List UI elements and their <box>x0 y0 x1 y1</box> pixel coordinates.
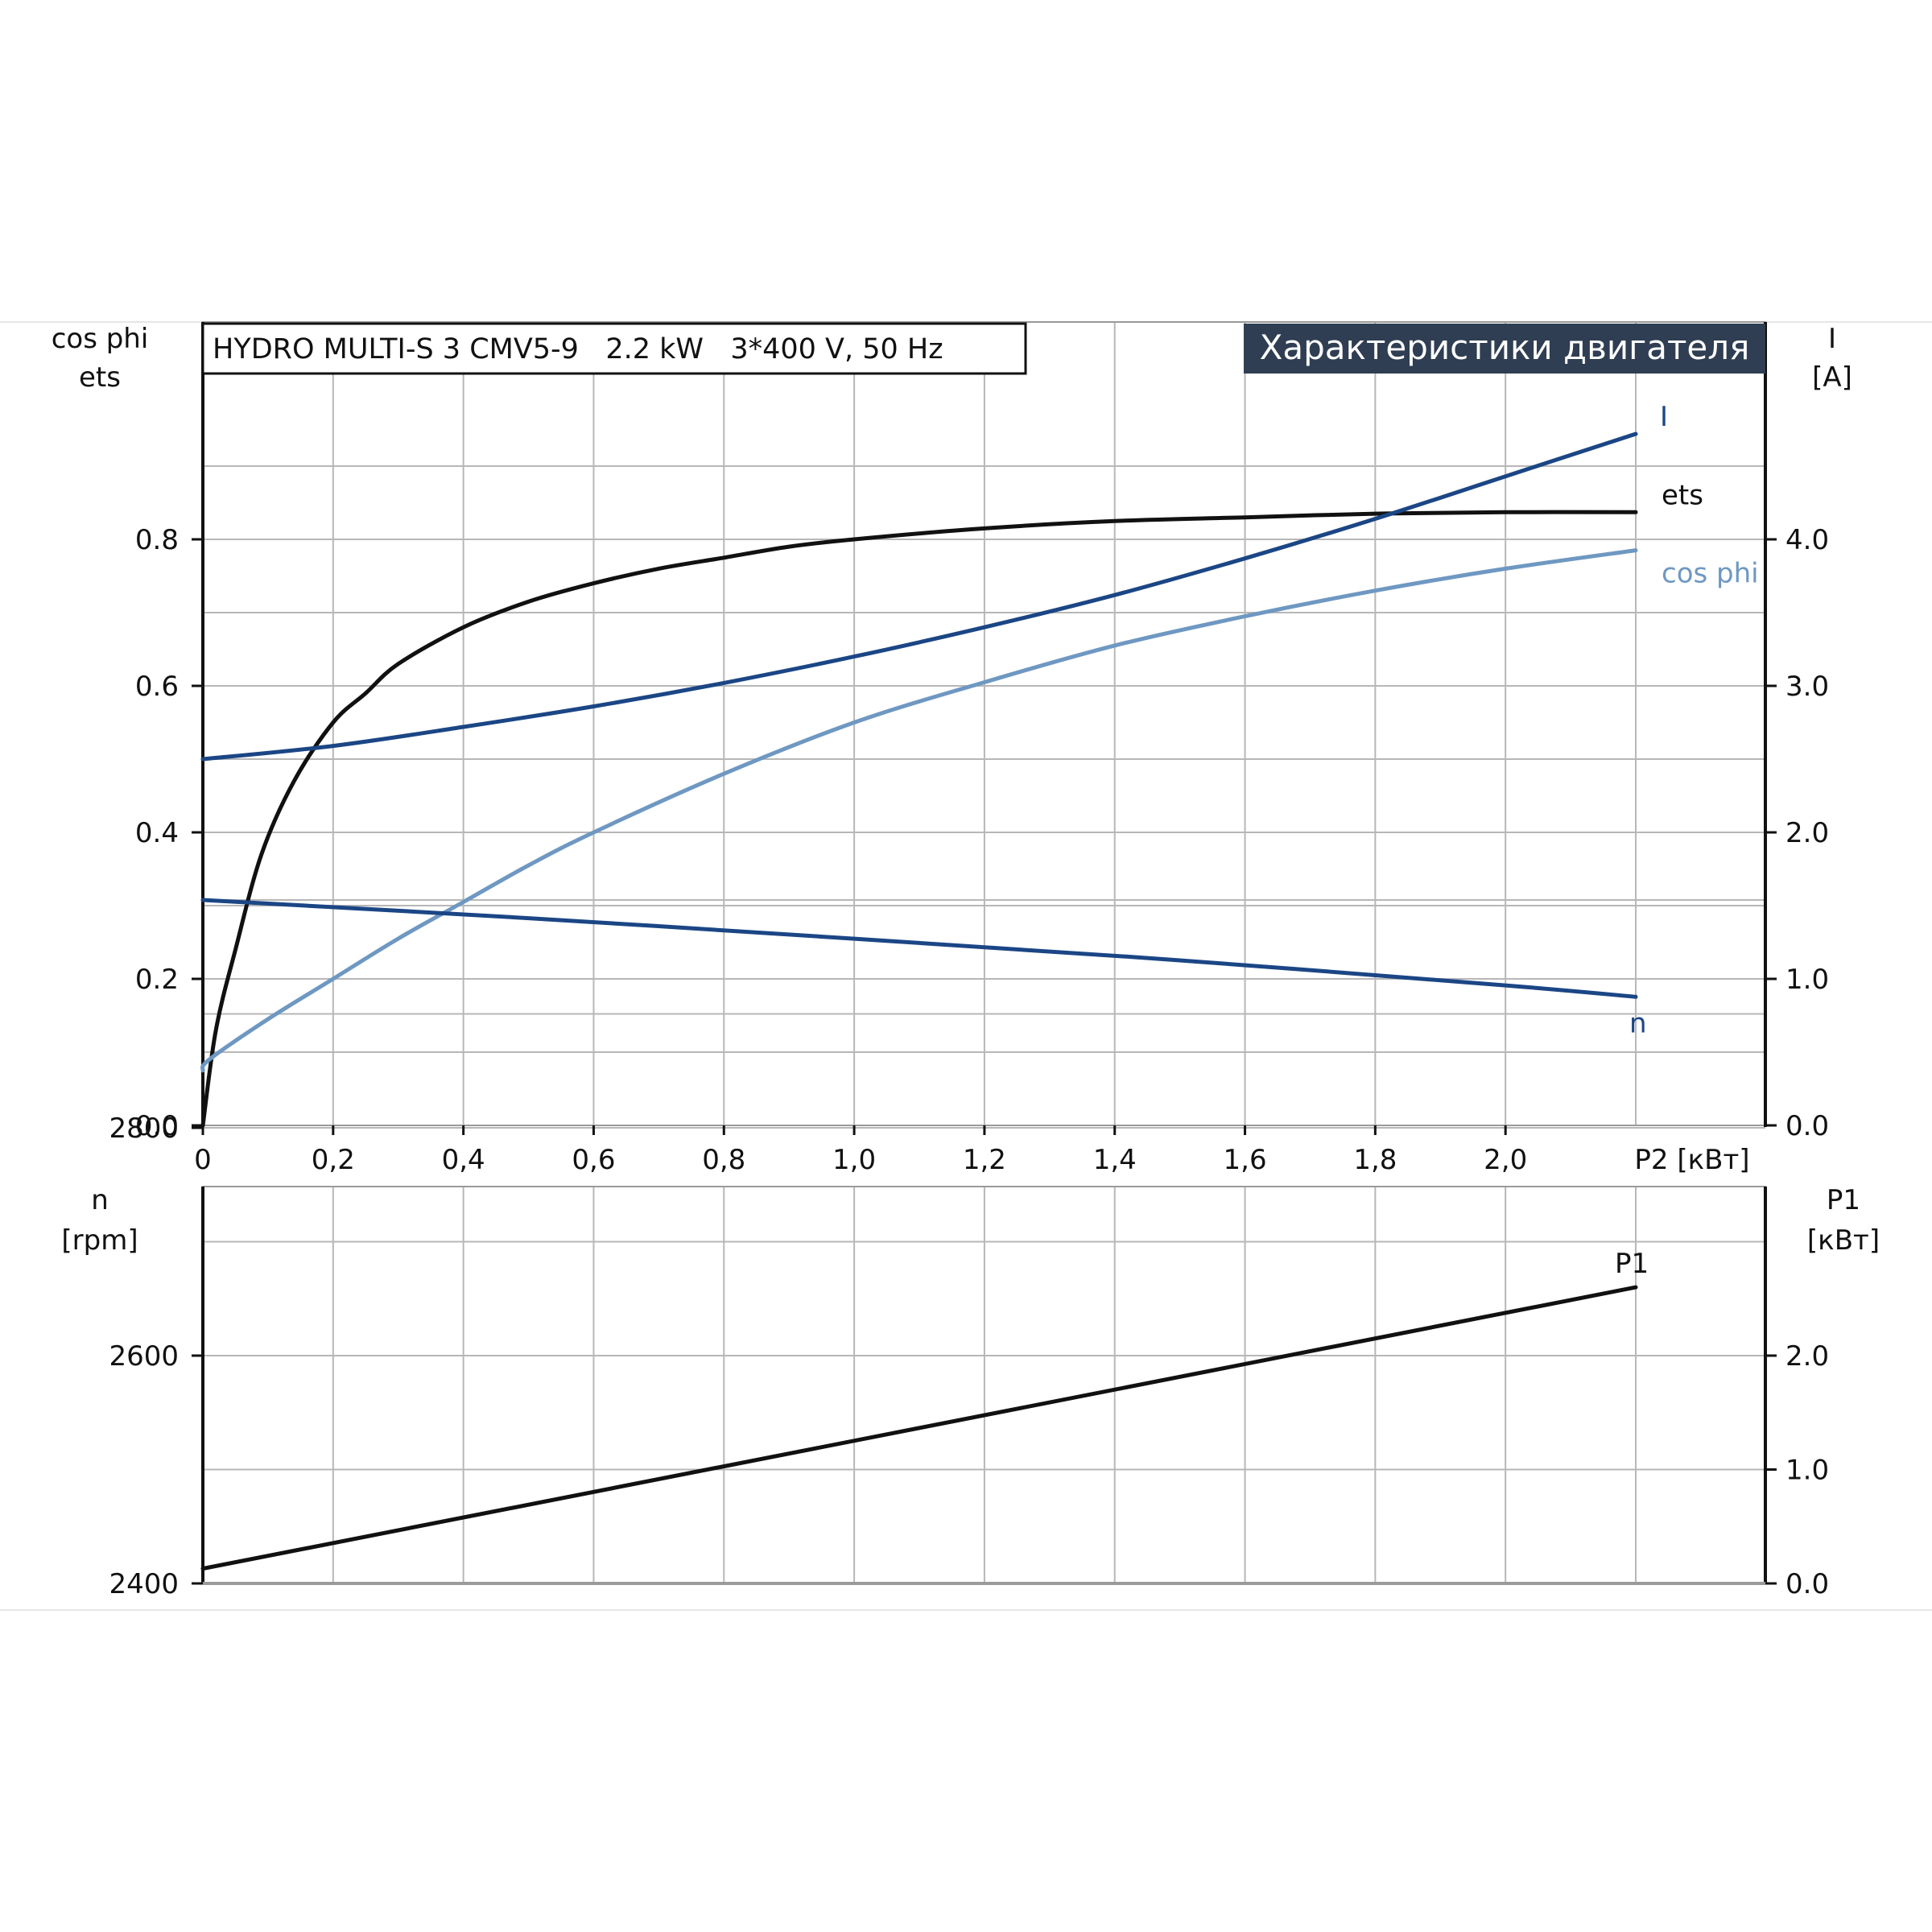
bottom-left-tick-label: 2800 <box>109 1113 179 1145</box>
cos-phi-series-label: cos phi <box>1662 558 1759 590</box>
x-axis-label: P2 [кВт] <box>1634 1144 1749 1176</box>
bottom-left-tick-label: 2400 <box>109 1568 179 1600</box>
x-tick-label: 0,6 <box>572 1144 615 1176</box>
top-right-tick-label: 0.0 <box>1785 1110 1829 1142</box>
x-tick-label: 1,8 <box>1353 1144 1397 1176</box>
x-tick-label: 2,0 <box>1484 1144 1527 1176</box>
top-right-tick-label: 2.0 <box>1785 817 1829 849</box>
bottom-left-tick-label: 2600 <box>109 1340 179 1373</box>
p1-curve <box>200 1285 1638 1571</box>
x-tick-label: 1,2 <box>963 1144 1006 1176</box>
axis-ticks: 0 0,2 0,4 0,6 0,8 1,0 1,2 1,4 1,6 1,8 2,0 0.0 0.2 0.4… <box>109 524 1829 1600</box>
ets-curve <box>200 510 1638 1128</box>
top-right-tick-label: 1.0 <box>1785 964 1829 996</box>
bottom-left-axis-title-2: [rpm] <box>61 1224 138 1257</box>
bottom-right-axis-title-1: P1 <box>1827 1184 1860 1216</box>
product-label: HYDRO MULTI-S 3 CMV5-9 2.2 kW 3*400 V, 5… <box>213 333 943 365</box>
top-left-axis-title-2: ets <box>79 361 121 394</box>
x-tick-label: 0 <box>194 1144 212 1176</box>
top-left-tick-label: 0.6 <box>135 671 179 703</box>
x-tick-label: 1,6 <box>1224 1144 1267 1176</box>
x-tick-label: 1,0 <box>832 1144 876 1176</box>
top-grid <box>203 322 1767 1125</box>
p1-series-label: P1 <box>1615 1248 1649 1280</box>
product-label-box <box>201 322 1027 375</box>
bottom-right-tick-label: 1.0 <box>1785 1455 1829 1487</box>
i-series-label: I <box>1660 401 1668 433</box>
n-curve <box>200 898 1638 999</box>
bottom-right-axis-title-2: [кВт] <box>1807 1224 1880 1257</box>
x-tick-label: 0,4 <box>442 1144 485 1176</box>
ets-series-label: ets <box>1662 479 1703 511</box>
top-left-tick-label: 0.4 <box>135 817 179 849</box>
bottom-right-tick-label: 2.0 <box>1785 1340 1829 1373</box>
top-right-axis-title-2: [A] <box>1812 361 1852 394</box>
cos-phi-curve <box>200 548 1638 1073</box>
top-left-tick-label: 0.8 <box>135 524 179 556</box>
top-right-tick-label: 4.0 <box>1785 524 1829 556</box>
n-series-label: n <box>1629 1007 1647 1039</box>
bottom-right-tick-label: 0.0 <box>1785 1568 1829 1600</box>
x-tick-label: 0,2 <box>312 1144 355 1176</box>
bottom-left-axis-title-1: n <box>91 1184 109 1216</box>
top-left-tick-label: 0.2 <box>135 964 179 996</box>
banner-bg <box>1244 324 1765 374</box>
top-right-tick-label: 3.0 <box>1785 671 1829 703</box>
top-left-axis-title-1: cos phi <box>52 323 149 355</box>
top-right-axis-title-1: I <box>1828 323 1836 355</box>
x-tick-label: 1,4 <box>1093 1144 1137 1176</box>
i-curve <box>200 431 1638 762</box>
x-tick-label: 0,8 <box>702 1144 745 1176</box>
top-left-tick-label: 0.0 <box>135 1110 179 1142</box>
banner-title: Характеристики двигателя <box>1260 328 1750 367</box>
